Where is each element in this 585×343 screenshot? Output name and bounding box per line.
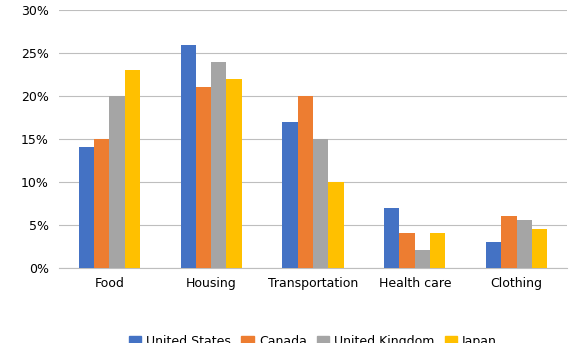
Bar [298,96,313,268]
Bar [501,216,517,268]
Bar [486,242,501,268]
Bar [196,87,211,268]
Bar [226,79,242,268]
Bar [181,45,196,268]
Bar [94,139,109,268]
Bar [125,70,140,268]
Bar [283,122,298,268]
Bar [517,221,532,268]
Bar [313,139,328,268]
Bar [211,62,226,268]
Bar [79,147,94,268]
Bar [384,208,400,268]
Bar [109,96,125,268]
Bar [430,233,445,268]
Legend: United States, Canada, United Kingdom, Japan: United States, Canada, United Kingdom, J… [124,330,502,343]
Bar [415,250,430,268]
Bar [532,229,547,268]
Bar [400,233,415,268]
Bar [328,182,343,268]
